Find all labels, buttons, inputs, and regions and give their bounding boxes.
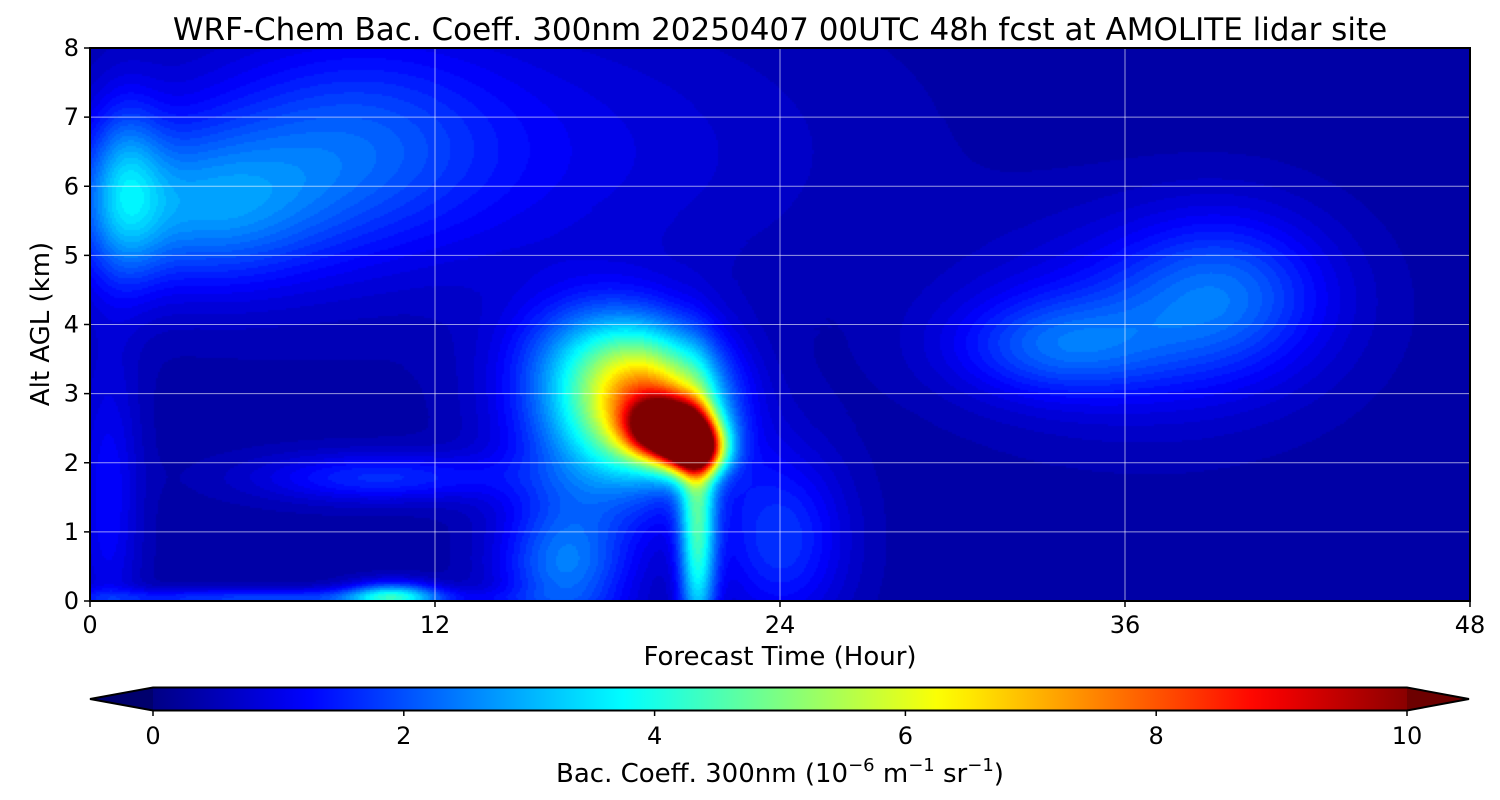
y-tick-label-2: 2: [64, 449, 79, 477]
colorbar: 0 2 4 6 8 10 Bac. Coeff. 300nm (10−6 m−1 sr−1…: [89, 686, 1470, 789]
y-tick-label-1: 1: [64, 518, 79, 546]
colorbar-label-mid: m: [875, 759, 909, 789]
colorbar-label-exp3: −1: [967, 755, 994, 776]
y-tick-label-7: 7: [64, 103, 79, 131]
chart-title: WRF-Chem Bac. Coeff. 300nm 20250407 00UT…: [173, 12, 1387, 48]
grid-lines: [90, 48, 1470, 601]
y-tick-label-0: 0: [64, 587, 79, 615]
colorbar-body: [153, 687, 1407, 711]
x-axis-label: Forecast Time (Hour): [643, 642, 916, 672]
colorbar-label-exp1: −6: [848, 755, 875, 776]
colorbar-label: Bac. Coeff. 300nm (10−6 m−1 sr−1): [556, 755, 1004, 789]
colorbar-tick-label-1: 2: [396, 722, 411, 750]
colorbar-tick-label-4: 8: [1149, 722, 1164, 750]
x-tick-label-4: 48: [1455, 611, 1486, 639]
y-tick-label-8: 8: [64, 34, 79, 62]
y-tick-label-6: 6: [64, 172, 79, 200]
colorbar-tick-label-3: 6: [898, 722, 913, 750]
y-tick-label-4: 4: [64, 311, 79, 339]
colorbar-label-main: Bac. Coeff. 300nm (10: [556, 759, 848, 789]
colorbar-extend-max: [1407, 687, 1469, 711]
y-tick-label-5: 5: [64, 241, 79, 269]
y-tick-label-3: 3: [64, 380, 79, 408]
x-tick-label-1: 12: [420, 611, 451, 639]
colorbar-label-close: ): [994, 759, 1004, 789]
x-tick-label-2: 24: [765, 611, 796, 639]
x-axis-ticks: 0 12 24 36 48: [82, 601, 1485, 639]
colorbar-tick-label-2: 4: [647, 722, 662, 750]
x-tick-label-0: 0: [82, 611, 97, 639]
colorbar-label-end: sr: [935, 759, 968, 789]
colorbar-tick-label-5: 10: [1392, 722, 1423, 750]
colorbar-extend-min: [90, 687, 153, 711]
y-axis-label: Alt AGL (km): [26, 242, 56, 406]
colorbar-tick-label-0: 0: [145, 722, 160, 750]
colorbar-ticks: 0 2 4 6 8 10: [145, 710, 1423, 750]
colorbar-label-exp2: −1: [908, 755, 935, 776]
y-axis-ticks: 0 1 2 3 4 5 6 7 8: [64, 34, 90, 615]
x-tick-label-3: 36: [1110, 611, 1141, 639]
